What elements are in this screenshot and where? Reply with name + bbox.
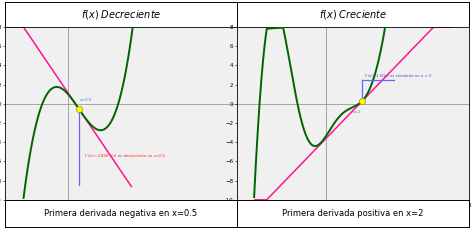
Text: $f(x)$ Decreciente: $f(x)$ Decreciente: [81, 8, 161, 21]
Text: Primera derivada negativa en x=0.5: Primera derivada negativa en x=0.5: [44, 209, 198, 218]
Text: $f(x)$ Creciente: $f(x)$ Creciente: [319, 8, 387, 21]
Text: f'(x)=1.5f(x) es creciente en x = 2: f'(x)=1.5f(x) es creciente en x = 2: [365, 74, 431, 78]
Text: x=0.5: x=0.5: [80, 98, 92, 102]
Text: f'(x)=-3.838 f(x) es decreciente en x=0.5: f'(x)=-3.838 f(x) es decreciente en x=0.…: [85, 154, 165, 158]
Text: Primera derivada positiva en x=2: Primera derivada positiva en x=2: [283, 209, 424, 218]
Text: x=2: x=2: [353, 110, 362, 114]
